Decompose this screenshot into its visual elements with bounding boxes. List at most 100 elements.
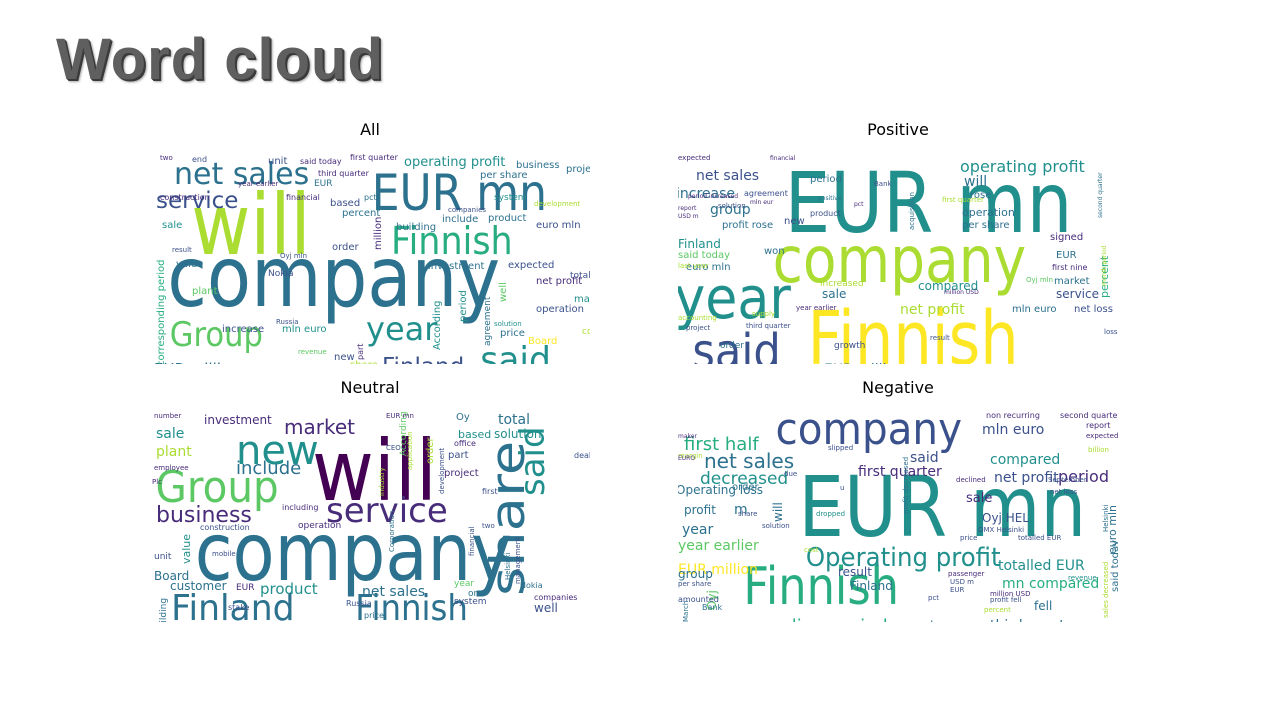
cloud-word: Finnish (391, 219, 513, 264)
cloud-word: March (682, 601, 690, 622)
cloud-word: report (678, 205, 697, 212)
cloud-word: group (710, 202, 751, 218)
cloud-word: slipped (828, 444, 853, 452)
cloud-word: year (678, 265, 791, 332)
cloud-word: two (160, 154, 173, 162)
cloud-word: construction (160, 193, 210, 202)
cloud-word: sales decreased (1102, 562, 1110, 618)
cloud-word: product (488, 213, 527, 224)
cloud-word: period (1058, 467, 1109, 486)
cloud-word: total (498, 412, 530, 428)
cloud-word: will (191, 177, 310, 275)
cloud-word: Bank (874, 180, 893, 188)
cloud-word: system (494, 193, 527, 203)
cloud-word: Finnish (355, 587, 468, 622)
cloud-word: mobile (212, 550, 236, 558)
cloud-word: service (326, 491, 448, 531)
cloud-word: compared (990, 452, 1060, 468)
cloud-word: first nine (1052, 263, 1088, 272)
cloud-word: margin (678, 452, 703, 460)
cloud-word: Oy (456, 412, 470, 423)
cloud-word: project (686, 324, 711, 332)
cloud-word: application (406, 431, 414, 470)
cloud-word: first half (684, 434, 759, 455)
cloud-word: company (167, 229, 500, 327)
cloud-word: supply (752, 310, 775, 318)
cloud-word: construction (200, 523, 250, 532)
wordcloud-canvas-positive: EUR mn company Finnish year said operati… (678, 154, 1118, 364)
cloud-word: plant (156, 444, 192, 460)
cloud-word: company (195, 506, 512, 599)
cloud-word: year earlier (238, 180, 279, 188)
cloud-word: compared (918, 279, 978, 293)
cloud-word: net loss (1074, 304, 1113, 315)
cloud-word: increase (222, 324, 264, 335)
cloud-word: market (1054, 276, 1090, 287)
cloud-word: solution (762, 522, 790, 530)
cloud-word: mln euro (282, 324, 327, 335)
cloud-word: Bank (702, 603, 722, 612)
cloud-word: sale (822, 287, 846, 301)
cloud-word: EUR (950, 586, 965, 594)
cloud-word: based (458, 428, 491, 441)
cloud-word: EUR mn (372, 164, 547, 222)
cloud-word: totalled EUR (1018, 534, 1061, 542)
cloud-word: agreement (744, 189, 788, 198)
cloud-word: euro mln (536, 220, 581, 231)
cloud-word: said (910, 450, 939, 466)
cloud-word: net sales (704, 449, 794, 473)
cloud-word: mln eur (750, 199, 774, 206)
cloud-word: non recurring (986, 411, 1040, 420)
wordcloud-title-positive: Positive (867, 120, 929, 139)
cloud-word: According (432, 300, 443, 350)
cloud-word: Group (170, 314, 263, 354)
cloud-word: loss (1104, 328, 1118, 336)
cloud-word: won (764, 246, 785, 257)
cloud-word: Helsinki (1102, 504, 1110, 532)
cloud-word: include (442, 214, 478, 225)
wordcloud-title-all: All (360, 120, 380, 139)
cloud-word: new (334, 352, 355, 363)
cloud-word: year (682, 522, 713, 538)
cloud-word: percent (342, 208, 380, 219)
cloud-word: net loss (1050, 488, 1078, 496)
cloud-word: Finnish (808, 295, 1019, 364)
cloud-word: USD m (678, 213, 699, 220)
cloud-word: growth (834, 341, 865, 351)
cloud-word: solution (718, 202, 746, 210)
slide-title: Word cloud (56, 27, 384, 92)
cloud-word: passenger (948, 570, 985, 578)
cloud-word: period increased (688, 193, 738, 200)
cloud-word: new (784, 216, 805, 227)
cloud-word: decreased (700, 469, 788, 489)
cloud-word: rose (970, 190, 991, 201)
cloud-word: Operating profit (806, 542, 1001, 572)
cloud-word: mn compared (1002, 576, 1099, 592)
cloud-word: net profit (900, 302, 965, 318)
cloud-word: said today (678, 250, 730, 261)
cloud-word: value (180, 534, 193, 564)
cloud-word: will (771, 502, 785, 522)
cloud-word: EUR mn (386, 412, 414, 420)
cloud-word: market (574, 294, 590, 305)
cloud-word: product (260, 580, 318, 598)
cloud-word: profit rose (722, 220, 773, 231)
cloud-word: Group (156, 461, 279, 512)
cloud-word: third quarter (990, 618, 1079, 622)
cloud-word: financial (770, 155, 796, 162)
cloud-word: Finland (171, 587, 294, 622)
wordcloud-positive: EUR mn company Finnish year said operati… (678, 146, 1118, 364)
wordcloud-canvas-neutral: will company share Group new service sai… (152, 411, 590, 622)
cloud-word: mln euro (982, 422, 1044, 438)
cloud-word: third quarter (318, 169, 370, 178)
cloud-word: solution (494, 427, 542, 441)
cloud-word: EUR million (824, 362, 904, 364)
cloud-word: percent (984, 606, 1011, 614)
cloud-word: EUR million (154, 360, 240, 364)
cloud-word: well (498, 282, 509, 302)
cloud-word: profit decreased (902, 457, 910, 514)
cloud-word: first (482, 487, 498, 496)
cloud-word: accounting (678, 314, 717, 322)
cloud-word: value (176, 259, 203, 270)
cloud-word: due (784, 470, 797, 478)
